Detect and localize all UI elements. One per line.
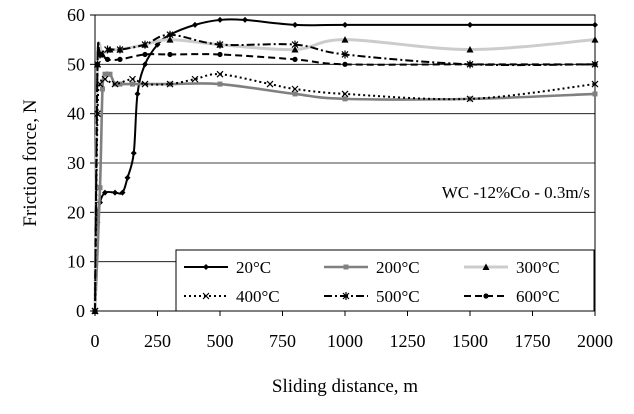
legend-label: 400°C [236,287,280,306]
x-axis-title: Sliding distance, m [272,376,418,397]
y-tick-label: 50 [67,54,85,74]
x-tick-label: 0 [91,331,100,351]
data-point [467,22,473,28]
data-point [142,52,147,57]
y-tick-label: 0 [76,301,85,321]
data-point [483,293,488,298]
data-point [92,308,97,313]
data-point [105,57,110,62]
annotation-text: WC -12%Co - 0.3m/s [442,183,590,202]
data-point [292,22,298,28]
data-point [344,265,349,270]
data-point [131,150,137,156]
x-tick-label: 750 [269,331,296,351]
data-point [267,81,273,87]
data-point [592,22,598,28]
y-tick-label: 20 [67,202,85,222]
data-point [112,190,118,196]
data-point [98,185,103,190]
y-tick-label: 30 [67,153,85,173]
y-tick-label: 40 [67,104,85,124]
x-tick-label: 250 [144,331,171,351]
data-point [293,91,298,96]
data-point [292,57,297,62]
data-point [95,62,100,67]
x-tick-label: 1750 [515,331,551,351]
data-point [130,82,135,87]
y-axis-title: Friction force, N [20,99,41,226]
data-point [130,76,136,82]
data-point [342,22,348,28]
data-point [467,62,472,67]
data-point [135,91,141,97]
data-point [242,17,248,23]
data-point [217,52,222,57]
data-point [142,61,148,67]
y-tick-label: 60 [67,5,85,25]
x-tick-label: 1000 [327,331,363,351]
legend-label: 300°C [516,258,560,277]
legend: 20°C 200°C 300°C 400°C 500°C 600°C [176,250,594,311]
data-point [592,62,597,67]
data-point [125,175,131,181]
y-tick-label: 10 [67,252,85,272]
data-point [342,62,347,67]
data-point [167,52,172,57]
annotation-box: WC -12%Co - 0.3m/s [362,180,594,206]
data-point [103,72,108,77]
legend-label: 200°C [376,258,420,277]
data-point [218,82,223,87]
data-point [343,96,348,101]
data-point [97,52,102,57]
x-tick-label: 2000 [577,331,613,351]
data-point [117,57,122,62]
data-point [342,91,348,97]
data-point [217,17,223,23]
x-tick-label: 1250 [390,331,426,351]
x-tick-label: 1500 [452,331,488,351]
legend-label: 500°C [376,287,420,306]
legend-label: 20°C [236,258,271,277]
data-point [217,71,223,77]
legend-label: 600°C [516,287,560,306]
data-point [593,91,598,96]
x-tick-label: 500 [207,331,234,351]
data-point [292,86,298,92]
data-point [192,22,198,28]
data-point [108,72,113,77]
